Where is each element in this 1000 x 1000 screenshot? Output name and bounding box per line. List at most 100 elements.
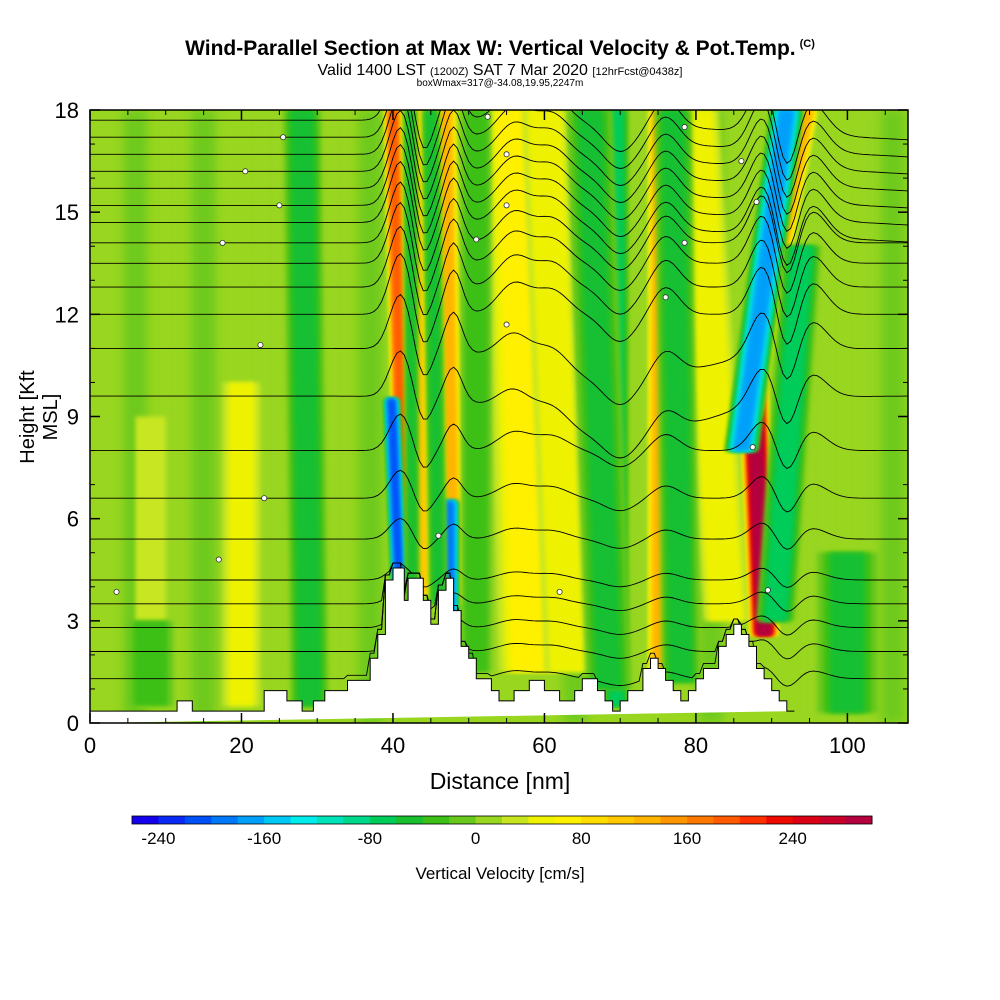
x-tick-label-20: 20 [229,733,253,758]
updraft-band-0-level-8 [389,110,408,611]
colorbar-swatch-1 [158,816,186,824]
y-tick-label-12: 12 [55,302,79,327]
y-tick-label-6: 6 [67,507,79,532]
updraft-band-4-level-1 [527,110,585,672]
colorbar-swatch-8 [343,816,371,824]
isentrope-label-5 [276,202,283,209]
y-tick-label-0: 0 [67,711,79,736]
isentrope-6 [90,469,908,513]
isentrope-2 [90,562,908,636]
y-axis-title: Height [Kft MSL] [17,370,62,464]
isentrope-label-3 [257,341,264,348]
isentrope-17 [90,110,908,215]
isentrope-label-9 [484,113,491,120]
colorbar-swatch-24 [766,816,794,824]
x-tick-label-80: 80 [684,733,708,758]
isentrope-7 [90,413,908,470]
isentrope-label-21 [764,587,771,594]
isentrope-label-16 [681,239,688,246]
isentrope-label-12 [503,202,510,209]
isentrope-label-10 [503,321,510,328]
colorbar-label-160: 160 [673,829,701,848]
background-stripe-4 [259,110,284,723]
colorbar-swatch-2 [184,816,212,824]
isentrope-5 [90,518,908,550]
y-tick-label-18: 18 [55,98,79,123]
colorbar-swatch-6 [290,816,318,824]
isentrope-label-7 [280,134,287,141]
y-tick-label-9: 9 [67,405,79,430]
downdraft-band-10-level-1 [465,110,488,672]
colorbar-swatch-4 [237,816,265,824]
colorbar-swatch-25 [792,816,820,824]
isentrope-label-20 [749,444,756,451]
isentrope-label-6 [242,168,249,175]
isentrope-12 [90,201,908,294]
isentrope-label-17 [681,124,688,131]
isentrope-label-2 [261,495,268,502]
forecast-info: [12hrFcst@0438z] [592,66,683,78]
downdraft-band-8-level-3 [764,246,813,621]
isentrope-0 [90,562,908,687]
isentrope-4 [90,562,908,588]
x-tick-label-0: 0 [84,733,96,758]
background-stripe-3 [191,110,216,723]
box-info: boxWmax=317@-34.08,19.95,2247m [416,78,584,89]
colorbar-swatch-7 [317,816,344,824]
colorbar-swatch-3 [211,816,239,824]
isentrope-9 [90,293,908,406]
colorbar-swatch-9 [369,816,397,824]
downdraft-band-9-level-2 [290,110,322,706]
colorbar-swatch-14 [502,816,529,824]
terrain-profile [90,567,795,723]
valid-time-line: Valid 1400 LST (1200Z) SAT 7 Mar 2020 [1… [0,62,1000,80]
downdraft-band-0-level-10 [388,399,403,580]
x-tick-label-40: 40 [381,733,405,758]
background-stripe-5 [327,110,352,723]
colorbar-label-80: 80 [572,829,591,848]
colorbar-label-240: 240 [779,829,807,848]
downdraft-band-11-level-2 [830,552,865,713]
colorbar-swatch-26 [819,816,847,824]
updraft-band-9-level-1 [228,382,255,706]
colorbar-swatch-11 [422,816,450,824]
isentrope-19 [90,110,908,181]
title-text: Wind-Parallel Section at Max W: Vertical… [185,37,796,60]
downdraft-band-5-level-2 [577,110,622,689]
colorbar-swatch-22 [713,816,741,824]
isentrope-14 [90,161,908,266]
isentrope-16 [90,127,908,232]
colorbar-swatch-13 [475,816,503,824]
background-stripe-6 [358,110,383,723]
colorbar-swatch-27 [845,816,873,824]
isentrope-label-11 [473,236,480,243]
colorbar-swatch-5 [264,816,292,824]
colorbar-label--240: -240 [141,829,175,848]
isentrope-label-0 [113,588,120,595]
isentrope-18 [90,110,908,198]
colorbar-swatch-18 [607,816,635,824]
colorbar-swatch-16 [554,816,582,824]
y-tick-label-3: 3 [67,609,79,634]
isentrope-13 [90,181,908,274]
valid-utc: (1200Z) [429,66,469,78]
isentrope-label-15 [662,294,669,301]
colorbar-swatch-17 [581,816,609,824]
isentrope-label-13 [503,151,510,158]
x-tick-label-60: 60 [532,733,556,758]
isentrope-labels [113,113,771,595]
colorbar-swatch-19 [634,816,662,824]
isentrope-label-8 [435,532,442,539]
colorbar-swatch-10 [396,816,424,824]
isentrope-label-4 [219,239,226,246]
potential-temperature-contours [90,110,908,687]
downdraft-band-12-level-1 [133,620,168,706]
isentrope-15 [90,144,908,249]
isentrope-label-19 [753,198,760,205]
isentrope-3 [90,562,908,612]
terrain [90,567,795,723]
isentrope-label-1 [215,556,222,563]
isentrope-11 [90,225,908,318]
colorbar-label--80: -80 [358,829,383,848]
